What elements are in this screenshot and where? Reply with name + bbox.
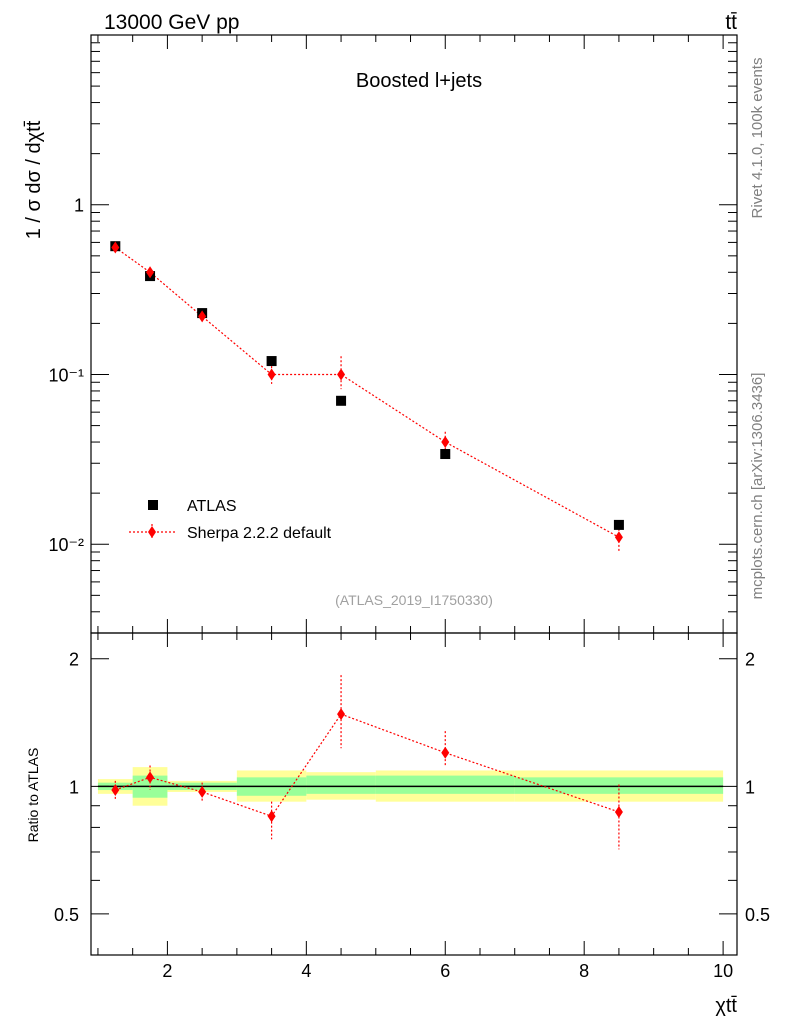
ratio-frame <box>90 632 738 956</box>
x-axis-label: χtt̄ <box>715 995 737 1017</box>
chart-title: Boosted l+jets <box>356 70 482 92</box>
ratio-point <box>337 708 346 721</box>
ratio-point <box>146 771 155 784</box>
x-tick-label: 4 <box>301 961 311 981</box>
y-tick-label: 1 <box>74 196 84 216</box>
sherpa-point <box>337 368 346 381</box>
ratio-y-axis-label: Ratio to ATLAS <box>25 748 41 843</box>
x-tick-label: 8 <box>579 961 589 981</box>
ratio-y-tick-label: 2 <box>69 650 79 670</box>
sherpa-point <box>441 436 450 449</box>
process-label: tt̄ <box>725 11 737 34</box>
sherpa-point <box>267 368 276 381</box>
x-tick-label: 6 <box>440 961 450 981</box>
legend-sherpa-marker <box>148 526 156 538</box>
atlas-point <box>613 519 624 530</box>
ratio-panel: 2 4 6 8 10 0.5 0.5 1 1 2 2 <box>54 632 770 981</box>
ratio-point <box>111 784 120 797</box>
y-tick-label: 10⁻² <box>48 535 84 555</box>
ratio-band-stat <box>306 775 376 794</box>
sherpa-point <box>111 241 120 254</box>
x-tick-label: 10 <box>713 961 733 981</box>
legend: ATLAS Sherpa 2.2.2 default <box>129 498 332 542</box>
legend-sherpa-label: Sherpa 2.2.2 default <box>187 525 332 542</box>
sherpa-point <box>198 310 207 323</box>
y-tick-label: 10⁻¹ <box>48 365 84 385</box>
ratio-y-tick-label-right: 0.5 <box>745 905 770 925</box>
energy-label: 13000 GeV pp <box>104 11 239 34</box>
x-tick-label: 2 <box>162 961 172 981</box>
ratio-point <box>441 746 450 759</box>
atlas-point <box>440 449 451 460</box>
atlas-point <box>266 356 277 367</box>
ratio-point <box>198 785 207 798</box>
legend-atlas-marker <box>148 500 158 510</box>
y-axis-label: 1 / σ dσ / dχtt̄ <box>23 120 45 239</box>
analysis-label: (ATLAS_2019_I1750330) <box>335 592 493 608</box>
main-panel: 10⁻² 10⁻¹ 1 <box>48 34 738 634</box>
legend-atlas-label: ATLAS <box>187 498 237 515</box>
ratio-y-tick-label: 0.5 <box>54 905 79 925</box>
rivet-label: Rivet 4.1.0, 100k events <box>749 58 766 219</box>
ratio-y-tick-label-right: 2 <box>745 650 755 670</box>
main-frame <box>90 34 738 634</box>
atlas-point <box>336 395 347 406</box>
ratio-point <box>614 805 623 818</box>
ratio-point <box>267 810 276 823</box>
sherpa-line <box>114 247 620 538</box>
mcplots-label: mcplots.cern.ch [arXiv:1306.3436] <box>749 373 766 600</box>
ratio-band-stat <box>375 775 515 794</box>
ratio-y-tick-label-right: 1 <box>745 777 755 797</box>
ratio-y-tick-label: 1 <box>69 777 79 797</box>
sherpa-point <box>146 266 155 279</box>
sherpa-point <box>614 531 623 544</box>
